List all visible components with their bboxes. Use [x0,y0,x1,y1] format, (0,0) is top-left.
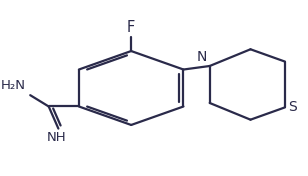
Text: H₂N: H₂N [1,79,26,92]
Text: S: S [289,100,297,114]
Text: N: N [197,50,207,64]
Text: F: F [127,20,135,35]
Text: NH: NH [47,131,67,144]
